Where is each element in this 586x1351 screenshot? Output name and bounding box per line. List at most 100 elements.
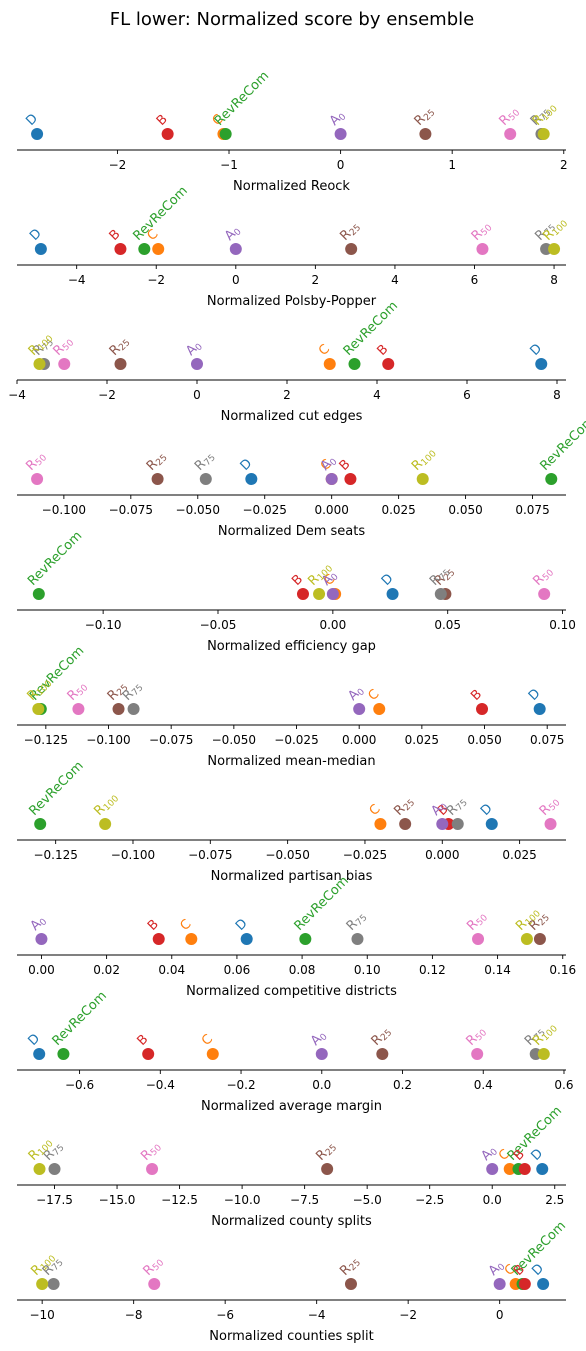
x-tick-label: −5.0 [353, 1193, 382, 1207]
x-tick-label: 0 [193, 388, 201, 402]
point-label-r50: R50 [530, 564, 556, 590]
x-axis-label: Normalized counties split [209, 1329, 373, 1344]
point-revrecom [545, 473, 558, 485]
point-a0 [436, 818, 449, 830]
point-label-r75: R75 [427, 564, 453, 590]
point-r75 [451, 818, 464, 830]
x-tick-label: 0.16 [549, 963, 576, 977]
point-d [535, 358, 548, 370]
x-tick-label: 0.2 [393, 1078, 412, 1092]
point-r100 [548, 243, 561, 255]
point-c [206, 1048, 219, 1060]
point-label-a0: A0 [183, 338, 205, 360]
point-r50 [72, 703, 85, 715]
point-b [518, 1163, 531, 1175]
point-label-revrecom: RevReCom [25, 529, 85, 589]
point-label-b: B [289, 572, 306, 589]
point-label-revrecom: RevReCom [212, 69, 272, 129]
x-tick-label: 0.05 [434, 618, 461, 632]
point-label-revrecom: RevReCom [26, 759, 86, 819]
point-r100 [537, 128, 550, 140]
x-tick-label: 0.04 [158, 963, 185, 977]
panel-8: 0.00 0.02 0.04 0.06 0.08 0.10 0.12 0.14 0.16 Norm… [17, 874, 576, 999]
point-label-r50: R50 [464, 909, 490, 935]
point-d [34, 243, 47, 255]
x-axis-label: Normalized Reock [233, 179, 350, 194]
point-r100 [520, 933, 533, 945]
point-label-r50: R50 [23, 449, 49, 475]
x-tick-label: 2.5 [545, 1193, 564, 1207]
x-tick-label: −4 [68, 273, 86, 287]
panel-7: −0.125 −0.100 −0.075 −0.050 −0.025 0.000 0.025… [17, 759, 566, 884]
point-label-d: D [379, 571, 397, 589]
point-r25 [345, 243, 358, 255]
panel-4: −0.100 −0.075 −0.050 −0.025 0.000 0.025 0.050 0… [17, 414, 586, 539]
x-tick-label: −0.025 [243, 503, 287, 517]
point-d [536, 1163, 549, 1175]
chart-title: FL lower: Normalized score by ensemble [110, 9, 474, 30]
point-a0 [191, 358, 203, 370]
point-label-d: D [527, 341, 545, 359]
point-label-r50: R50 [140, 1254, 166, 1280]
x-tick-label: 0.075 [515, 503, 549, 517]
point-label-c: C [316, 342, 333, 359]
x-tick-label: −10 [29, 1308, 54, 1322]
point-label-r50: R50 [138, 1139, 164, 1165]
x-tick-label: −6 [216, 1308, 234, 1322]
point-a0 [353, 703, 366, 715]
x-tick-label: 4 [391, 273, 399, 287]
x-tick-label: 0.0 [312, 1078, 331, 1092]
point-r50 [471, 1048, 484, 1060]
point-revrecom [57, 1048, 70, 1060]
point-d [533, 703, 546, 715]
point-label-d: D [233, 916, 251, 934]
x-tick-label: −0.100 [111, 848, 155, 862]
point-label-d: D [25, 1031, 43, 1049]
point-label-revrecom: RevReCom [131, 184, 191, 244]
x-tick-label: −8 [125, 1308, 143, 1322]
point-label-d: D [23, 111, 41, 129]
point-r50 [538, 588, 551, 600]
point-revrecom [348, 358, 361, 370]
point-r50 [504, 128, 517, 140]
point-label-r25: R25 [337, 219, 363, 245]
x-tick-label: −4 [308, 1308, 326, 1322]
point-b [114, 243, 127, 255]
x-axis-label: Normalized county splits [211, 1214, 372, 1229]
point-r50 [31, 473, 44, 485]
point-b [296, 588, 309, 600]
panel-10: −17.5 −15.0 −12.5 −10.0 −7.5 −5.0 −2.5 0.0 2.5 No… [17, 1104, 566, 1229]
point-d [245, 473, 258, 485]
point-b [344, 473, 357, 485]
point-b [142, 1048, 155, 1060]
x-tick-label: 0 [232, 273, 240, 287]
x-tick-label: 0.025 [381, 503, 415, 517]
point-b [382, 358, 395, 370]
point-r100 [416, 473, 429, 485]
x-tick-label: 0.0 [483, 1193, 502, 1207]
point-label-r50: R50 [496, 104, 522, 130]
point-r100 [537, 1048, 550, 1060]
point-label-b: B [134, 1032, 151, 1049]
point-label-r25: R25 [412, 104, 438, 130]
point-r75 [48, 1163, 61, 1175]
x-tick-label: −0.075 [149, 733, 193, 747]
point-label-r50: R50 [469, 219, 495, 245]
point-revrecom [32, 588, 45, 600]
x-tick-label: −17.5 [36, 1193, 73, 1207]
x-tick-label: 0.025 [405, 733, 439, 747]
x-tick-label: −0.125 [24, 733, 68, 747]
point-b [152, 933, 165, 945]
point-r100 [36, 1278, 49, 1290]
point-label-b: B [145, 917, 162, 934]
point-label-d: D [528, 1146, 546, 1164]
point-label-r25: R25 [337, 1254, 363, 1280]
x-tick-label: 2 [312, 273, 320, 287]
x-tick-label: 0.10 [549, 618, 576, 632]
point-label-b: B [337, 457, 354, 474]
point-label-revrecom: RevReCom [537, 414, 586, 474]
point-label-d: D [238, 456, 256, 474]
point-b [161, 128, 174, 140]
